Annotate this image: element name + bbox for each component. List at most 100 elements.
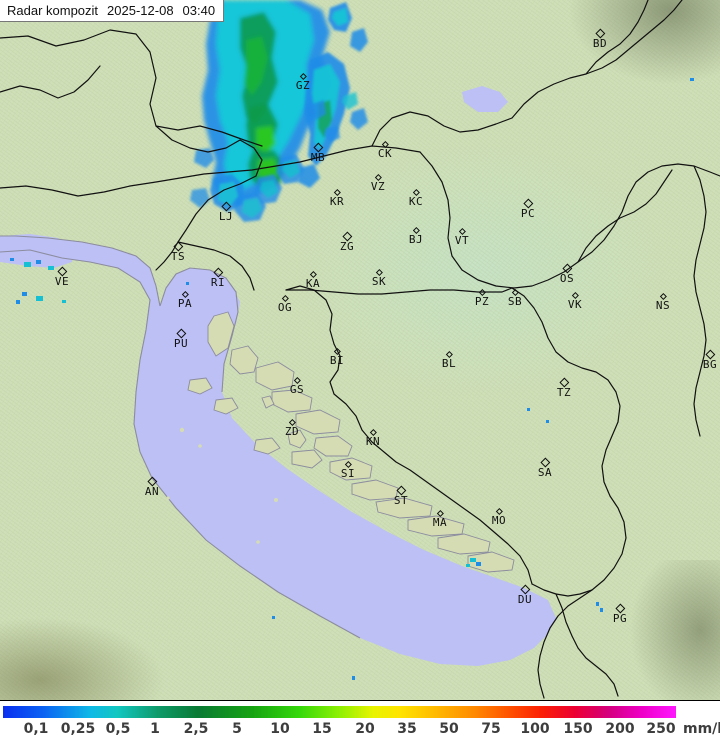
city-label: MO <box>491 514 507 527</box>
city-label: PC <box>520 207 536 220</box>
city-label: SB <box>507 295 523 308</box>
city-marker-an[interactable]: AN <box>144 476 160 498</box>
city-marker-ri[interactable]: RI <box>210 267 226 289</box>
city-marker-kr[interactable]: KR <box>329 188 345 208</box>
colorbar-tick-labels: 0,1 0,25 0,5 1 2,5 5 10 15 20 35 50 75 100 150 200 250 m… <box>0 721 720 749</box>
city-marker-mo[interactable]: MO <box>491 507 507 527</box>
city-marker-ve[interactable]: VE <box>54 266 70 288</box>
observation-date: 2025-12-08 <box>107 3 174 18</box>
colorbar-tick: 2,5 <box>183 721 209 737</box>
city-marker-ka[interactable]: KA <box>305 270 321 290</box>
city-marker-kc[interactable]: KC <box>408 188 424 208</box>
city-label: VK <box>567 298 583 311</box>
city-label: VZ <box>370 180 386 193</box>
city-marker-tz[interactable]: TZ <box>557 377 571 398</box>
city-marker-pc[interactable]: PC <box>520 198 536 220</box>
legend-panel: 0,1 0,25 0,5 1 2,5 5 10 15 20 35 50 75 100 150 200 250 m… <box>0 700 720 751</box>
city-marker-sk[interactable]: SK <box>372 268 386 287</box>
city-label: ZG <box>339 240 355 253</box>
city-label: KR <box>329 195 345 208</box>
city-label: MB <box>310 151 326 164</box>
terrain-lowland-layer <box>300 120 720 420</box>
city-marker-st[interactable]: ST <box>393 485 409 507</box>
city-marker-pz[interactable]: PZ <box>474 288 490 308</box>
map-canvas[interactable]: BD GZ CK MB VZ KR KC PC LJ ZG BJ VT TS RI KA SK OS PA OG PZ… <box>0 0 720 700</box>
colorbar-tick: 200 <box>605 721 635 737</box>
colorbar-tick: 75 <box>481 721 501 737</box>
city-marker-bg[interactable]: BG <box>703 349 717 370</box>
city-label: BI <box>329 354 345 367</box>
city-label: SI <box>340 467 356 480</box>
city-marker-kn[interactable]: KN <box>365 428 381 448</box>
city-marker-ma[interactable]: MA <box>432 509 448 529</box>
rainfall-colorbar <box>3 706 676 718</box>
city-marker-vz[interactable]: VZ <box>370 173 386 193</box>
city-label: TS <box>170 250 186 263</box>
city-label: CK <box>377 147 393 160</box>
city-label: BL <box>441 357 457 370</box>
city-label: PU <box>173 337 189 350</box>
city-marker-vk[interactable]: VK <box>567 291 583 311</box>
sea-layer <box>0 86 556 666</box>
city-marker-bd[interactable]: BD <box>592 28 608 50</box>
city-label: ST <box>393 494 409 507</box>
colorbar-tick: 15 <box>312 721 332 737</box>
terrain-highland-se <box>600 560 720 700</box>
city-marker-zg[interactable]: ZG <box>339 231 355 253</box>
city-label: PZ <box>474 295 490 308</box>
city-label: PG <box>612 612 628 625</box>
colorbar-tick: 150 <box>563 721 593 737</box>
city-marker-sb[interactable]: SB <box>507 288 523 308</box>
city-marker-bi[interactable]: BI <box>329 347 345 367</box>
city-label: RI <box>210 276 226 289</box>
colorbar-tick: 35 <box>397 721 417 737</box>
city-label: DU <box>517 593 533 606</box>
city-marker-du[interactable]: DU <box>517 584 533 606</box>
city-label: ZD <box>284 425 300 438</box>
city-marker-pg[interactable]: PG <box>612 603 628 625</box>
colorbar-tick: 20 <box>355 721 375 737</box>
city-marker-gs[interactable]: GS <box>290 376 304 395</box>
city-marker-bl[interactable]: BL <box>441 350 457 370</box>
city-label: BJ <box>408 233 424 246</box>
city-label: LJ <box>218 210 234 223</box>
city-marker-ck[interactable]: CK <box>377 140 393 160</box>
city-label: KC <box>408 195 424 208</box>
colorbar-tick: 5 <box>232 721 242 737</box>
terrain-highland-sw <box>0 600 210 700</box>
city-marker-sa[interactable]: SA <box>537 457 553 479</box>
city-label: SA <box>537 466 553 479</box>
terrain-highland-ne <box>550 0 720 120</box>
city-label: KN <box>365 435 381 448</box>
city-marker-zd[interactable]: ZD <box>284 418 300 438</box>
city-marker-pa[interactable]: PA <box>177 290 193 310</box>
colorbar-tick: 100 <box>520 721 550 737</box>
city-label: BD <box>592 37 608 50</box>
city-marker-si[interactable]: SI <box>340 460 356 480</box>
city-label: VE <box>54 275 70 288</box>
city-label: OS <box>559 272 575 285</box>
city-marker-gz[interactable]: GZ <box>295 72 311 92</box>
colorbar-tick: 0,25 <box>60 721 96 737</box>
city-label: NS <box>655 299 671 312</box>
colorbar-tick: 250 <box>646 721 676 737</box>
product-title: Radar kompozit <box>7 3 99 18</box>
city-label: GZ <box>295 79 311 92</box>
city-label: PA <box>177 297 193 310</box>
city-marker-ts[interactable]: TS <box>170 241 186 263</box>
city-marker-os[interactable]: OS <box>559 263 575 285</box>
city-label: AN <box>144 485 160 498</box>
city-marker-pu[interactable]: PU <box>173 328 189 350</box>
city-marker-og[interactable]: OG <box>278 294 292 313</box>
city-marker-ns[interactable]: NS <box>655 292 671 312</box>
colorbar-unit-label: mm/h <box>683 721 720 737</box>
city-marker-mb[interactable]: MB <box>310 142 326 164</box>
city-label: KA <box>305 277 321 290</box>
city-marker-lj[interactable]: LJ <box>218 201 234 223</box>
city-marker-bj[interactable]: BJ <box>408 226 424 246</box>
city-label: MA <box>432 516 448 529</box>
city-marker-vt[interactable]: VT <box>455 227 469 246</box>
colorbar-tick: 0,1 <box>23 721 49 737</box>
colorbar-tick: 1 <box>150 721 160 737</box>
